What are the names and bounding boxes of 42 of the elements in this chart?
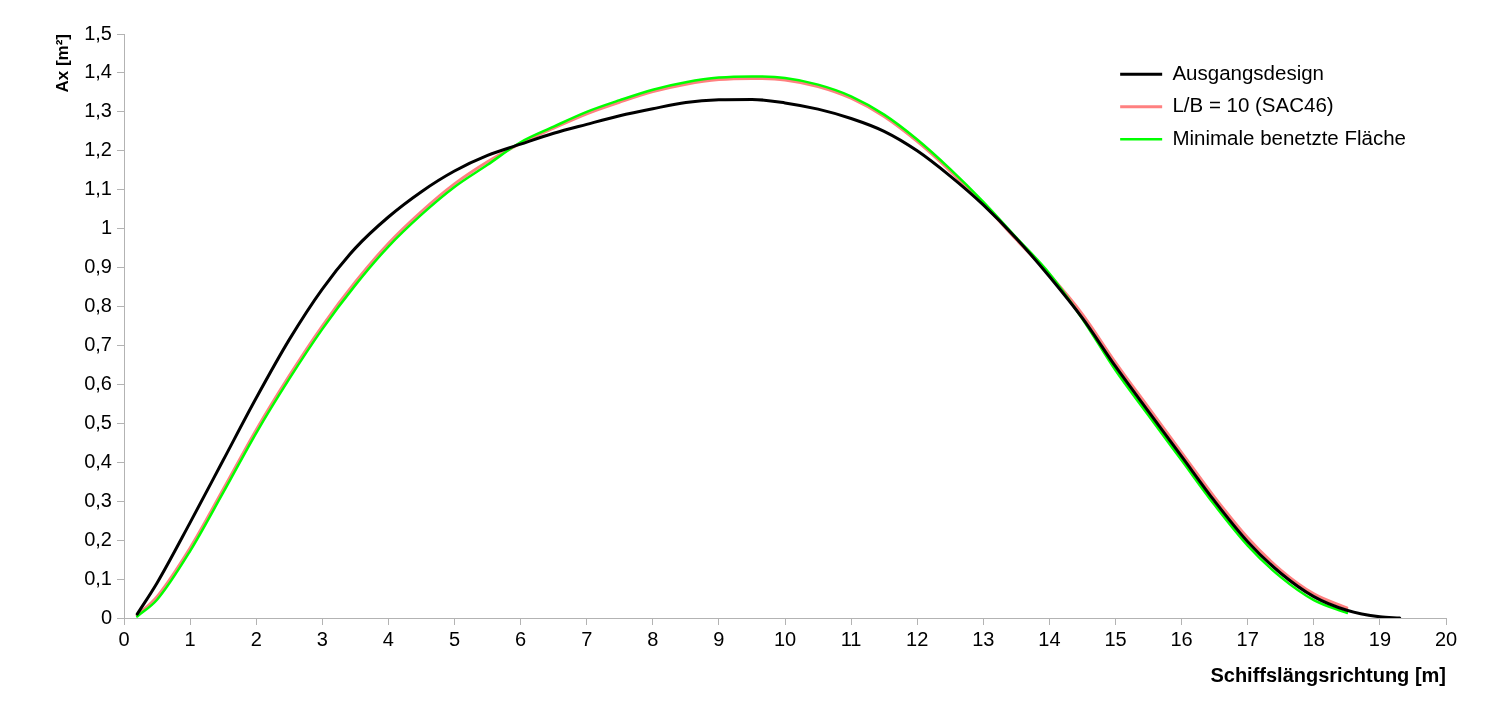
y-tick-label: 1	[100, 216, 112, 239]
x-tick-label: 4	[382, 627, 394, 650]
x-tick-label: 12	[906, 627, 929, 650]
y-tick-label: 0,3	[84, 488, 112, 511]
x-tick-label: 6	[515, 627, 527, 650]
x-tick-label: 0	[118, 627, 130, 650]
x-tick-label: 13	[972, 627, 995, 650]
x-tick-label: 1	[184, 627, 196, 650]
y-tick-label: 0,8	[84, 294, 112, 317]
y-tick-label: 1,3	[84, 99, 112, 122]
legend-label: Minimale benetzte Fläche	[1172, 125, 1407, 149]
legend-label: Ausgangsdesign	[1172, 60, 1325, 84]
x-tick-label: 11	[840, 627, 862, 650]
y-tick-label: 0,4	[84, 449, 112, 472]
x-tick-label: 17	[1236, 627, 1259, 650]
x-tick-label: 20	[1434, 627, 1458, 650]
y-tick-label: 0,6	[84, 371, 112, 394]
x-tick-label: 16	[1170, 627, 1193, 650]
y-tick-label: 1,4	[84, 60, 112, 83]
x-tick-label: 5	[448, 627, 461, 650]
x-tick-label: 3	[316, 627, 328, 650]
y-tick-label: 0,1	[84, 566, 112, 589]
x-tick-label: 15	[1104, 627, 1127, 650]
y-tick-label: 1,5	[84, 21, 112, 44]
y-tick-label: 0,2	[84, 527, 112, 550]
y-axis-title: Ax [m²]	[52, 34, 72, 93]
y-tick-label: 0,7	[84, 332, 112, 355]
y-tick-label: 1,1	[84, 177, 112, 200]
y-tick-label: 1,2	[84, 138, 112, 161]
y-tick-label: 0	[100, 605, 112, 628]
legend-label: L/B = 10 (SAC46)	[1172, 93, 1334, 117]
x-tick-label: 8	[647, 627, 659, 650]
x-tick-label: 19	[1368, 627, 1392, 650]
x-tick-label: 18	[1302, 627, 1325, 650]
x-tick-label: 2	[250, 627, 262, 650]
x-tick-label: 9	[713, 627, 725, 650]
y-tick-label: 0,9	[84, 255, 112, 278]
x-tick-label: 10	[773, 627, 797, 650]
x-tick-label: 7	[581, 627, 593, 650]
x-tick-label: 14	[1038, 627, 1061, 650]
y-tick-label: 0,5	[84, 410, 112, 433]
x-axis-title: Schiffslängsrichtung [m]	[1210, 663, 1446, 686]
